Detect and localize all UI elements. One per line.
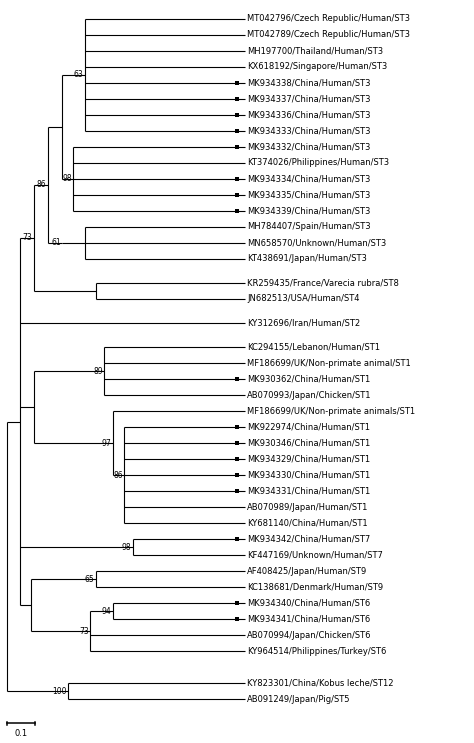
Text: MK934333/China/Human/ST3: MK934333/China/Human/ST3 <box>247 126 370 135</box>
Text: KT438691/Japan/Human/ST3: KT438691/Japan/Human/ST3 <box>247 254 367 264</box>
Text: MK934337/China/Human/ST3: MK934337/China/Human/ST3 <box>247 94 370 103</box>
Text: MK930362/China/Human/ST1: MK930362/China/Human/ST1 <box>247 374 370 383</box>
Text: AB070989/Japan/Human/ST1: AB070989/Japan/Human/ST1 <box>247 503 368 512</box>
Text: KC138681/Denmark/Human/ST9: KC138681/Denmark/Human/ST9 <box>247 583 383 591</box>
Text: 98: 98 <box>121 542 131 551</box>
Text: KY312696/Iran/Human/ST2: KY312696/Iran/Human/ST2 <box>247 319 360 328</box>
Text: MK934334/China/Human/ST3: MK934334/China/Human/ST3 <box>247 175 370 184</box>
Text: MN658570/Unknown/Human/ST3: MN658570/Unknown/Human/ST3 <box>247 239 386 247</box>
Text: 86: 86 <box>113 470 123 480</box>
Text: KY964514/Philippines/Turkey/ST6: KY964514/Philippines/Turkey/ST6 <box>247 646 386 656</box>
Text: MH197700/Thailand/Human/ST3: MH197700/Thailand/Human/ST3 <box>247 46 383 55</box>
Text: 73: 73 <box>79 627 89 636</box>
Text: MK934336/China/Human/ST3: MK934336/China/Human/ST3 <box>247 111 370 120</box>
Text: KY681140/China/Human/ST1: KY681140/China/Human/ST1 <box>247 519 367 528</box>
Text: MK934338/China/Human/ST3: MK934338/China/Human/ST3 <box>247 78 370 88</box>
Text: 86: 86 <box>37 181 46 189</box>
Text: MT042796/Czech Republic/Human/ST3: MT042796/Czech Republic/Human/ST3 <box>247 14 410 23</box>
Text: AB070994/Japan/Chicken/ST6: AB070994/Japan/Chicken/ST6 <box>247 631 371 640</box>
Text: KX618192/Singapore/Human/ST3: KX618192/Singapore/Human/ST3 <box>247 62 387 71</box>
Text: 63: 63 <box>73 71 83 80</box>
Text: KF447169/Unknown/Human/ST7: KF447169/Unknown/Human/ST7 <box>247 551 383 559</box>
Text: MK934340/China/Human/ST6: MK934340/China/Human/ST6 <box>247 599 370 608</box>
Text: MF186699/UK/Non-primate animals/ST1: MF186699/UK/Non-primate animals/ST1 <box>247 406 415 415</box>
Text: KY823301/China/Kobus leche/ST12: KY823301/China/Kobus leche/ST12 <box>247 679 393 688</box>
Text: 100: 100 <box>52 687 66 695</box>
Text: MK922974/China/Human/ST1: MK922974/China/Human/ST1 <box>247 423 370 432</box>
Text: MK934332/China/Human/ST3: MK934332/China/Human/ST3 <box>247 143 370 152</box>
Text: MK934341/China/Human/ST6: MK934341/China/Human/ST6 <box>247 614 370 623</box>
Text: MK934330/China/Human/ST1: MK934330/China/Human/ST1 <box>247 470 370 480</box>
Text: MH784407/Spain/Human/ST3: MH784407/Spain/Human/ST3 <box>247 222 371 231</box>
Text: AB091249/Japan/Pig/ST5: AB091249/Japan/Pig/ST5 <box>247 695 350 704</box>
Text: MK930346/China/Human/ST1: MK930346/China/Human/ST1 <box>247 438 370 447</box>
Text: MK934331/China/Human/ST1: MK934331/China/Human/ST1 <box>247 487 370 496</box>
Text: KT374026/Philippines/Human/ST3: KT374026/Philippines/Human/ST3 <box>247 158 389 167</box>
Text: AF408425/Japan/Human/ST9: AF408425/Japan/Human/ST9 <box>247 567 367 576</box>
Text: MT042789/Czech Republic/Human/ST3: MT042789/Czech Republic/Human/ST3 <box>247 30 410 39</box>
Text: 97: 97 <box>102 438 111 447</box>
Text: KC294155/Lebanon/Human/ST1: KC294155/Lebanon/Human/ST1 <box>247 343 380 351</box>
Text: 94: 94 <box>102 607 111 616</box>
Text: JN682513/USA/Human/ST4: JN682513/USA/Human/ST4 <box>247 294 359 303</box>
Text: KR259435/France/Varecia rubra/ST8: KR259435/France/Varecia rubra/ST8 <box>247 279 399 288</box>
Text: MK934335/China/Human/ST3: MK934335/China/Human/ST3 <box>247 190 370 199</box>
Text: 65: 65 <box>85 574 94 584</box>
Text: MK934329/China/Human/ST1: MK934329/China/Human/ST1 <box>247 455 370 464</box>
Text: 0.1: 0.1 <box>15 729 27 738</box>
Text: MF186699/UK/Non-primate animal/ST1: MF186699/UK/Non-primate animal/ST1 <box>247 359 410 368</box>
Text: 73: 73 <box>23 233 32 242</box>
Text: MK934339/China/Human/ST3: MK934339/China/Human/ST3 <box>247 207 370 215</box>
Text: 89: 89 <box>93 366 103 375</box>
Text: MK934342/China/Human/ST7: MK934342/China/Human/ST7 <box>247 535 370 544</box>
Text: 98: 98 <box>62 175 72 184</box>
Text: AB070993/Japan/Chicken/ST1: AB070993/Japan/Chicken/ST1 <box>247 391 371 400</box>
Text: 61: 61 <box>51 239 61 247</box>
